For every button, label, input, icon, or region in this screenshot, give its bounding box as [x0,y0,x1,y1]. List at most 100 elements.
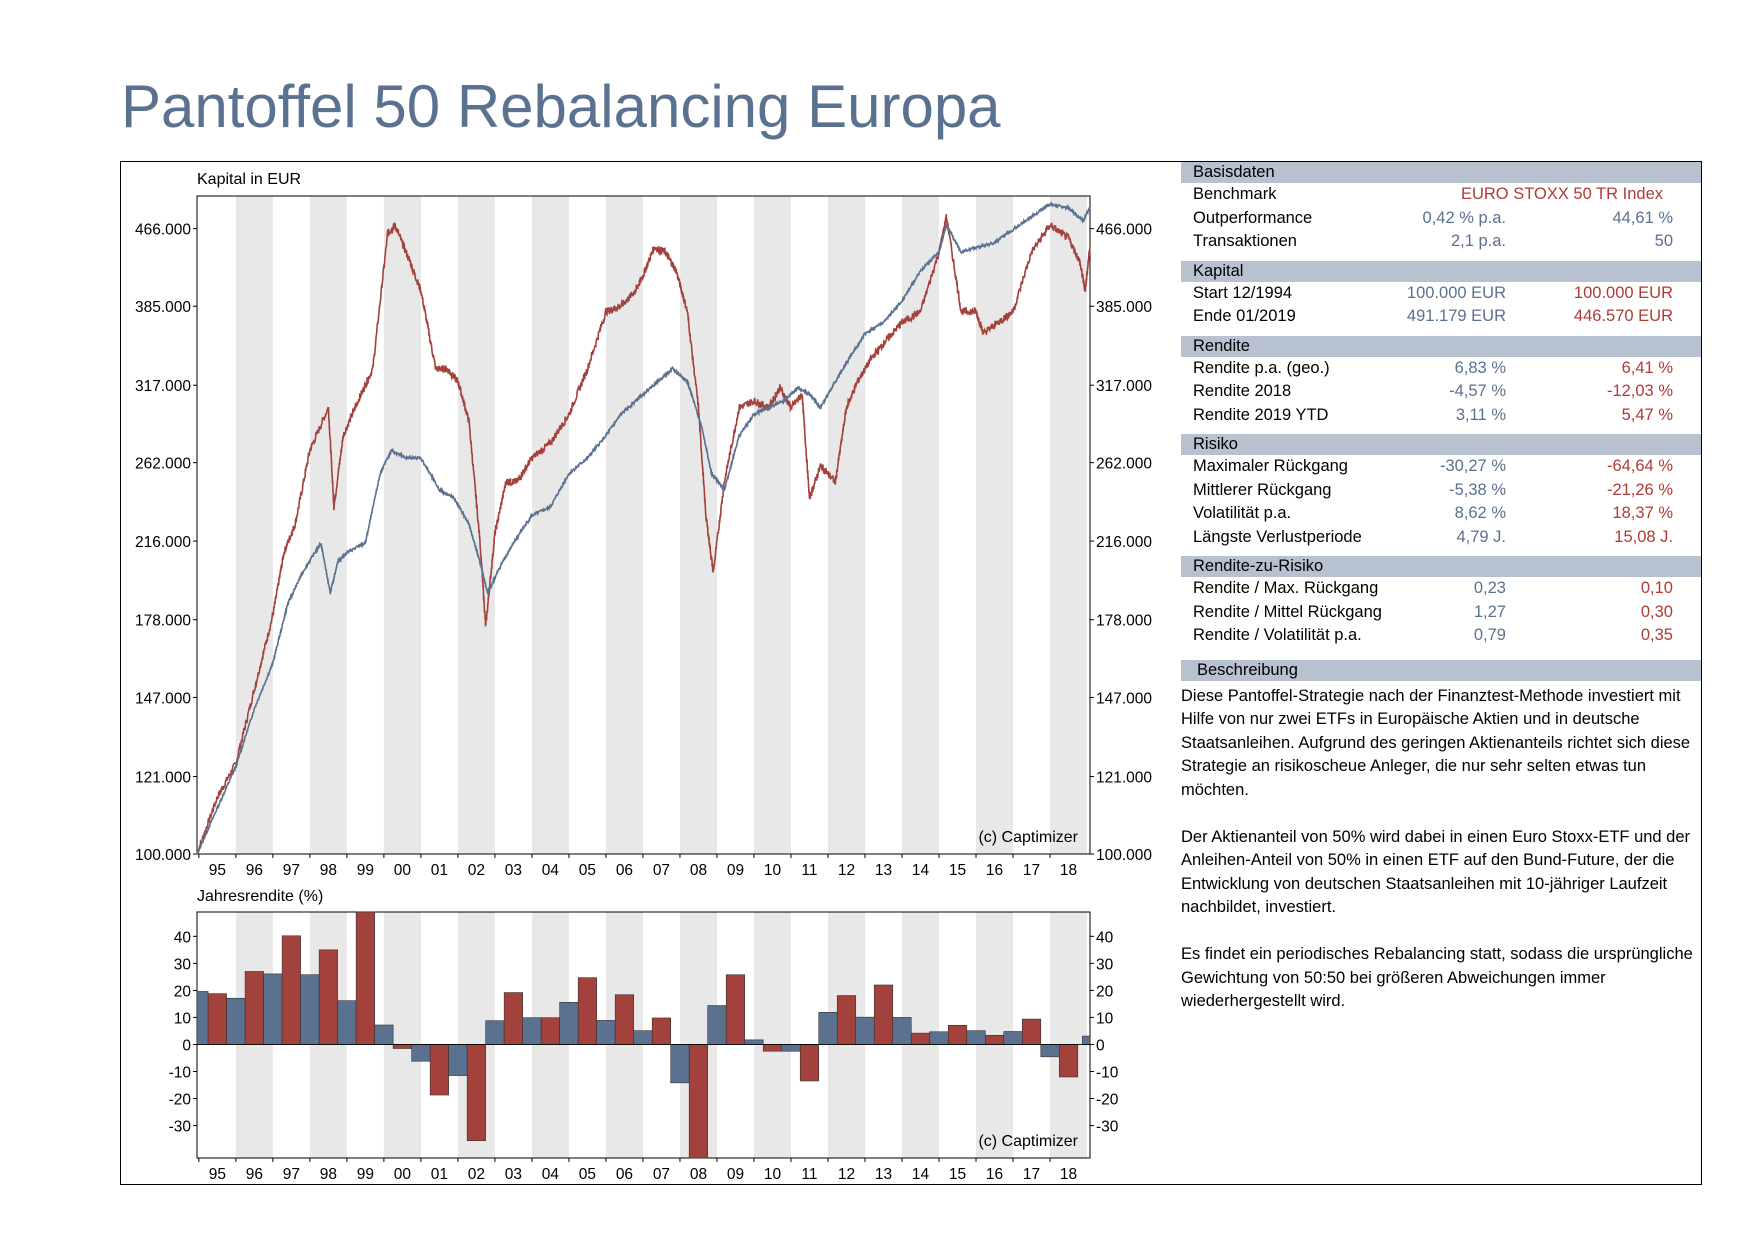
x-tick-label: 09 [727,1166,744,1183]
y-tick-label-left: 178.000 [135,613,191,630]
benchmark-value: 50 [1654,232,1673,250]
y-tick-label-right: 121.000 [1096,770,1152,787]
portfolio-bar [448,1044,468,1076]
section-header-rendite-zu-risiko: Rendite-zu-Risiko [1181,556,1701,577]
x-tick-label: 00 [394,1166,412,1183]
year-stripe [753,196,791,854]
row-max-drawdown: Maximaler Rückgang -30,27 % -64,64 % [1181,455,1701,479]
row-label: Benchmark [1193,185,1277,203]
x-tick-label: 11 [801,862,817,879]
y-tick-label-left: 40 [174,929,192,946]
x-tick-label: 96 [246,862,263,879]
row-label: Rendite p.a. (geo.) [1193,358,1330,377]
benchmark-bar [614,994,634,1045]
benchmark-bar [984,1034,1005,1045]
portfolio-bar [818,1011,838,1045]
x-tick-label: 05 [579,1166,596,1183]
row-rendite-2018: Rendite 2018 -4,57 % -12,03 % [1181,380,1701,404]
row-label: Mittlerer Rückgang [1193,480,1332,499]
portfolio-value: 0,23 [1473,579,1506,597]
benchmark-value: 6,41 % [1621,358,1673,377]
row-label: Transaktionen [1193,232,1297,250]
section-header-risiko: Risiko [1181,434,1701,455]
x-tick-label: 12 [838,862,855,879]
x-tick-label: 95 [209,862,226,879]
section-header-beschreibung: Beschreibung [1181,659,1701,681]
y-tick-label-left: -30 [169,1119,192,1136]
y-tick-label-right: 0 [1096,1037,1105,1054]
year-stripe [827,196,865,854]
x-tick-label: 04 [542,862,560,879]
section-header-basisdaten: Basisdaten [1181,162,1701,183]
x-tick-label: 14 [912,1166,930,1183]
benchmark-bar [762,1044,783,1052]
portfolio-bar [929,1031,949,1045]
y-tick-label-left: -10 [169,1064,192,1081]
y-tick-label-left: 466.000 [135,222,191,239]
x-tick-label: 00 [394,862,412,879]
row-rendite-pa: Rendite p.a. (geo.) 6,83 % 6,41 % [1181,357,1701,381]
benchmark-bar [466,1044,486,1141]
portfolio-value: 3,11 % [1455,405,1506,424]
benchmark-name: EURO STOXX 50 TR Index [1460,185,1663,203]
section-header-kapital: Kapital [1181,260,1701,282]
year-stripe [383,196,421,854]
y-tick-label-right: 20 [1096,983,1114,1000]
portfolio-bar [1040,1044,1060,1058]
portfolio-value: -30,27 % [1439,457,1506,475]
y-tick-label-left: 10 [174,1010,192,1027]
x-tick-label: 97 [283,1166,300,1183]
x-tick-label: 13 [875,862,892,879]
x-tick-label: 06 [616,862,633,879]
x-tick-label: 02 [468,862,485,879]
portfolio-value: -4,57 % [1449,382,1506,400]
year-stripe [1050,196,1088,854]
row-mean-drawdown: Mittlerer Rückgang -5,38 % -21,26 % [1181,479,1701,503]
description-paragraph: Es findet ein periodisches Rebalancing s… [1181,945,1693,1010]
row-benchmark: Benchmark EURO STOXX 50 TR Index [1181,183,1701,207]
year-stripe [753,912,791,1158]
x-tick-label: 18 [1060,862,1077,879]
portfolio-bar [411,1044,431,1062]
x-tick-label: 18 [1060,1166,1077,1183]
benchmark-value: 100.000 EUR [1573,283,1673,302]
x-tick-label: 13 [875,1166,892,1183]
y-tick-label-left: -20 [169,1092,192,1109]
row-label: Start 12/1994 [1193,283,1293,302]
row-volatility: Volatilität p.a. 8,62 % 18,37 % [1181,502,1701,526]
year-stripe [235,196,273,854]
portfolio-bar [966,1030,986,1045]
y-tick-label-right: 466.000 [1096,222,1152,239]
portfolio-value: 4,79 J. [1456,527,1506,546]
benchmark-value: 5,47 % [1621,405,1673,424]
x-tick-label: 09 [727,862,744,879]
portfolio-value: 2,1 p.a. [1450,232,1506,250]
y-tick-label-left: 147.000 [135,690,191,707]
x-tick-label: 02 [468,1166,485,1183]
row-label: Outperformance [1193,208,1313,227]
portfolio-bar [1082,1035,1091,1045]
benchmark-bar [355,911,375,1045]
portfolio-value: 6,83 % [1454,358,1506,377]
benchmark-bar [1021,1018,1042,1045]
year-stripe [1050,912,1088,1158]
portfolio-bar [263,973,283,1045]
benchmark-value: 18,37 % [1612,504,1673,522]
benchmark-bar [799,1044,820,1082]
benchmark-value: 0,35 [1640,626,1673,644]
benchmark-bar [725,974,746,1045]
y-tick-label-right: 385.000 [1096,299,1152,316]
year-stripe [976,196,1014,854]
x-tick-label: 98 [320,862,337,879]
x-tick-label: 16 [986,1166,1003,1183]
portfolio-bar [226,997,246,1045]
portfolio-bar [559,1001,579,1045]
x-tick-label: 07 [653,1166,670,1183]
year-stripe [605,196,643,854]
x-tick-label: 06 [616,1166,633,1183]
y-tick-label-right: 147.000 [1096,690,1152,707]
year-stripe [902,196,940,854]
year-stripe [309,196,347,854]
benchmark-value: 15,08 J. [1614,527,1673,546]
